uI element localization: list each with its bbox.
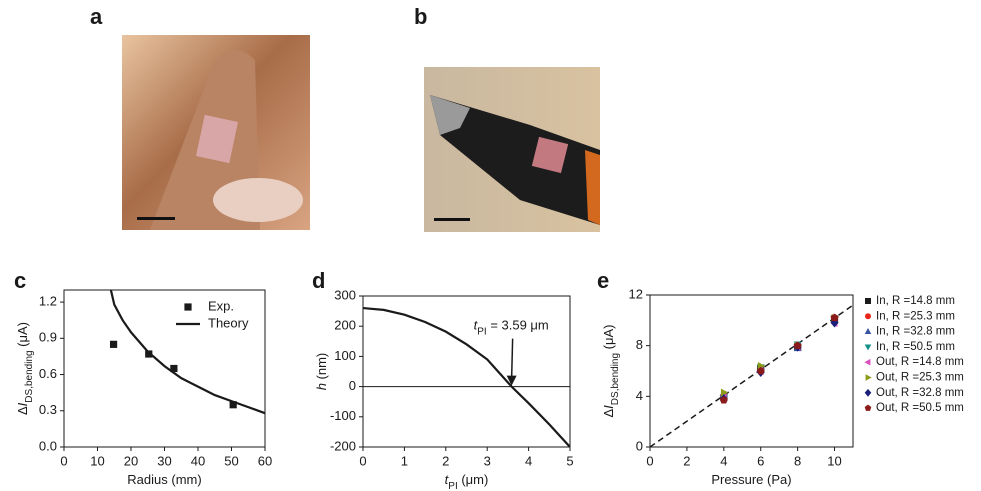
plot-frame [650, 295, 853, 447]
legend-swatch [865, 298, 871, 304]
legend-swatch [865, 405, 872, 411]
label-part: DS,bending [610, 353, 621, 405]
y-tick-label: 0.3 [39, 402, 57, 417]
panel-label: a [90, 4, 103, 29]
legend-label: Out, R =50.5 mm [876, 402, 964, 414]
panel-label: c [14, 268, 26, 293]
y-tick-label: 0.0 [39, 438, 57, 453]
legend-label: In, R =25.3 mm [876, 310, 955, 322]
point [170, 365, 177, 372]
point [145, 350, 152, 357]
x-axis-label: Radius (mm) [127, 472, 201, 487]
label-part: Pressure (Pa) [711, 472, 791, 487]
label-part: = 3.59 μm [487, 318, 549, 333]
plot-frame [64, 290, 265, 447]
x-tick-label: 60 [258, 453, 272, 468]
x-tick-label: 0 [359, 453, 366, 468]
panel-label: d [312, 268, 325, 293]
label-part: (nm) [314, 353, 329, 383]
legend-swatch [865, 345, 872, 351]
y-tick-label: 200 [334, 318, 356, 333]
label-part: PI [448, 481, 457, 491]
legend-label: In, R =14.8 mm [876, 295, 955, 307]
photo [122, 35, 310, 230]
y-axis-label: ΔIDS,bending (μA) [601, 324, 621, 417]
legend-label: Theory [208, 315, 249, 330]
y-tick-label: 0 [636, 438, 643, 453]
x-tick-label: 40 [191, 453, 205, 468]
x-tick-label: 4 [720, 453, 727, 468]
legend-label: Out, R =25.3 mm [876, 372, 964, 384]
x-tick-label: 10 [90, 453, 104, 468]
legend-label: In, R =32.8 mm [876, 326, 955, 338]
label-part: Δ [601, 409, 616, 418]
x-tick-label: 3 [484, 453, 491, 468]
y-tick-label: 0 [349, 378, 356, 393]
y-axis-label: h (nm) [314, 353, 329, 391]
x-tick-label: 10 [827, 453, 841, 468]
photo [424, 67, 600, 232]
legend-label: In, R =50.5 mm [876, 341, 955, 353]
label-part: (μA) [601, 324, 616, 352]
legend-swatch [864, 359, 870, 366]
label-part: (μA) [15, 322, 30, 350]
point [110, 341, 117, 348]
legend-swatch [184, 303, 191, 310]
x-tick-label: 30 [157, 453, 171, 468]
y-tick-label: -100 [330, 408, 356, 423]
point [230, 401, 237, 408]
x-tick-label: 2 [442, 453, 449, 468]
label-part: h [314, 383, 329, 390]
annotation-arrow [512, 339, 513, 379]
figure: a b c01020304050600.00.30.60.91.2Radius … [0, 0, 981, 491]
label-part: (μm) [458, 472, 489, 487]
y-tick-label: 0.6 [39, 366, 57, 381]
label-part: Radius (mm) [127, 472, 201, 487]
panel-label: e [597, 268, 609, 293]
x-tick-label: 0 [646, 453, 653, 468]
x-tick-label: 2 [683, 453, 690, 468]
y-tick-label: 12 [629, 286, 643, 301]
x-tick-label: 4 [525, 453, 532, 468]
y-tick-label: -200 [330, 438, 356, 453]
y-tick-label: 1.2 [39, 294, 57, 309]
label-part: DS,bending [24, 350, 35, 402]
legend-swatch [866, 374, 872, 381]
x-tick-label: 8 [794, 453, 801, 468]
x-axis-label: tPI (μm) [445, 472, 489, 491]
x-tick-label: 1 [401, 453, 408, 468]
legend-swatch [865, 389, 872, 397]
y-tick-label: 4 [636, 388, 643, 403]
legend-label: Out, R =14.8 mm [876, 356, 964, 368]
fit-line [650, 305, 853, 447]
legend-label: Out, R =32.8 mm [876, 387, 964, 399]
x-tick-label: 20 [124, 453, 138, 468]
y-tick-label: 300 [334, 287, 356, 302]
label-part: Δ [15, 406, 30, 415]
x-tick-label: 6 [757, 453, 764, 468]
y-tick-label: 0.9 [39, 330, 57, 345]
y-axis-label: ΔIDS,bending (μA) [15, 322, 35, 415]
x-tick-label: 0 [60, 453, 67, 468]
x-tick-label: 50 [224, 453, 238, 468]
label-part: PI [477, 327, 486, 338]
x-tick-label: 5 [566, 453, 573, 468]
panel-label: b [414, 4, 427, 29]
legend-swatch [865, 328, 872, 334]
y-tick-label: 100 [334, 348, 356, 363]
plot-area [650, 305, 853, 447]
x-axis-label: Pressure (Pa) [711, 472, 791, 487]
annotation: tPI = 3.59 μm [474, 318, 549, 338]
legend-label: Exp. [208, 298, 234, 313]
y-tick-label: 8 [636, 337, 643, 352]
legend-swatch [865, 313, 871, 319]
